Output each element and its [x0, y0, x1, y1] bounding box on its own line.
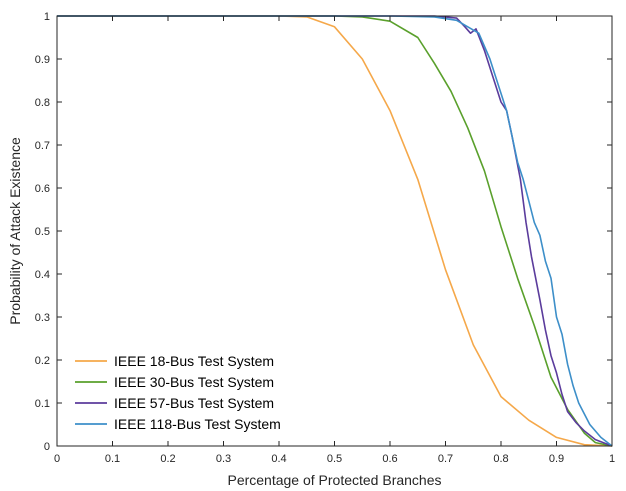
series-line-4	[57, 15, 613, 447]
x-tick-label: 0	[54, 453, 60, 465]
x-tick-label: 0.5	[327, 453, 342, 465]
ticks-layer: 0 0.1 0.2 0.3 0.4 0.5 0.6 0.7 0.8 0.9 1 0 0.1 0.2 0.3 0…	[35, 11, 615, 465]
x-tick-label: 0.8	[493, 453, 508, 465]
x-tick-label: 0.4	[271, 453, 286, 465]
y-tick-label: 0.1	[35, 398, 50, 410]
x-tick-label: 0.1	[105, 453, 120, 465]
legend-label: IEEE 118-Bus Test System	[114, 416, 281, 432]
x-tick-label: 1	[609, 453, 615, 465]
y-tick-label: 1	[44, 11, 50, 23]
y-tick-label: 0.5	[35, 226, 50, 238]
y-tick-label: 0.3	[35, 312, 50, 324]
y-tick-label: 0.4	[35, 269, 50, 281]
y-tick-label: 0	[44, 441, 50, 453]
y-axis-title: Probability of Attack Existence	[7, 137, 23, 325]
x-tick-label: 0.7	[438, 453, 453, 465]
legend-label: IEEE 18-Bus Test System	[114, 353, 274, 369]
x-tick-label: 0.2	[160, 453, 175, 465]
x-tick-label: 0.9	[549, 453, 564, 465]
y-tick-label: 0.6	[35, 183, 50, 195]
legend-label: IEEE 57-Bus Test System	[114, 395, 274, 411]
y-tick-label: 0.8	[35, 97, 50, 109]
y-tick-label: 0.9	[35, 54, 50, 66]
legend-label: IEEE 30-Bus Test System	[114, 374, 274, 390]
plot-area	[57, 16, 612, 446]
x-axis-title: Percentage of Protected Branches	[227, 472, 441, 488]
x-tick-label: 0.6	[382, 453, 397, 465]
y-tick-label: 0.7	[35, 140, 50, 152]
y-tick-label: 0.2	[35, 355, 50, 367]
legend: IEEE 18-Bus Test System IEEE 30-Bus Test …	[75, 353, 281, 432]
x-tick-label: 0.3	[216, 453, 231, 465]
